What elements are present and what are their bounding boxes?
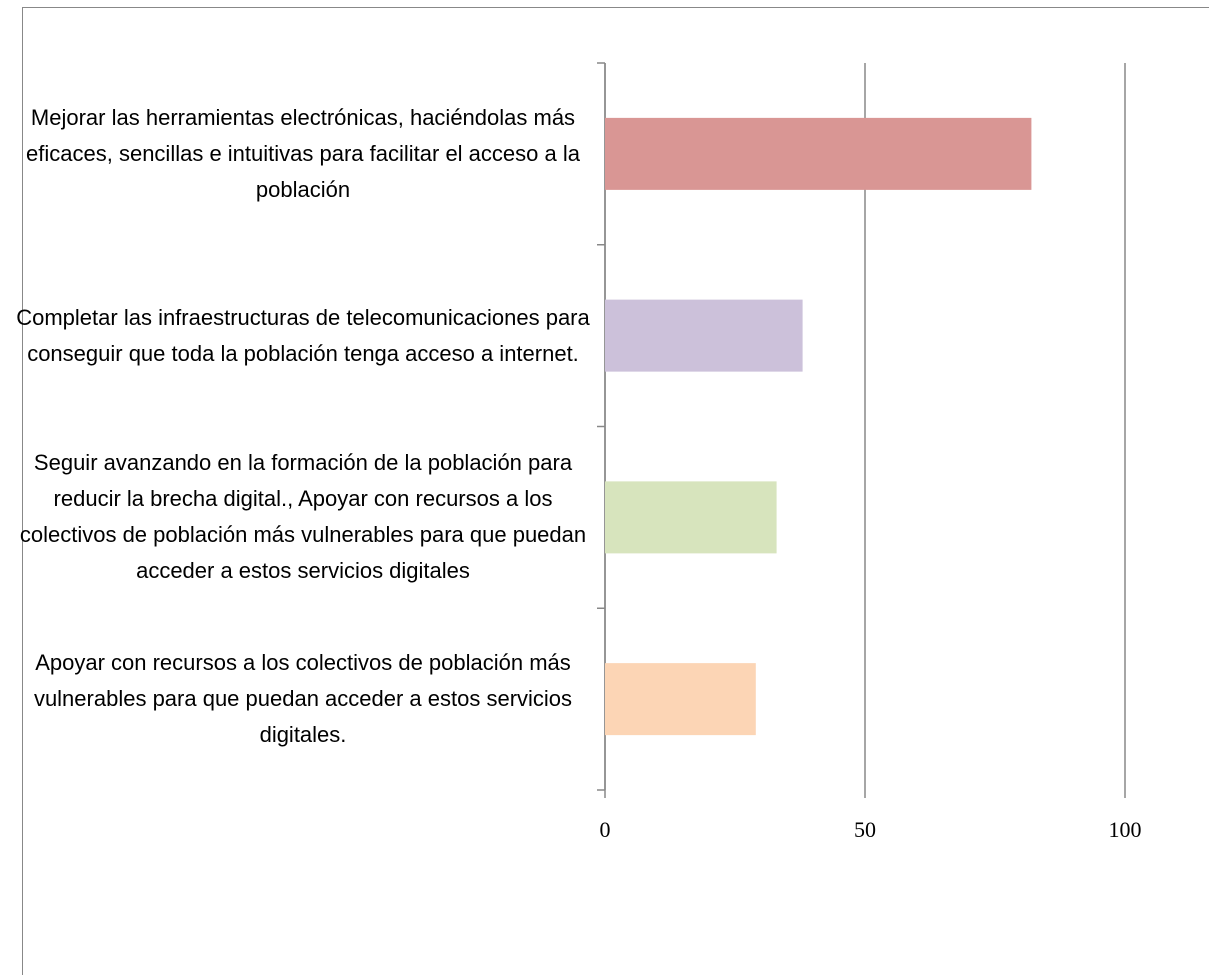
x-tick-label: 100 <box>1109 817 1142 842</box>
category-label: Seguir avanzando en la formación de la p… <box>19 450 587 584</box>
category-label: Apoyar con recursos a los colectivos de … <box>33 650 573 748</box>
x-tick-label: 0 <box>600 817 611 842</box>
x-tick-label: 50 <box>854 817 876 842</box>
category-label: Mejorar las herramientas electrónicas, h… <box>26 104 580 202</box>
frame-border <box>22 7 1209 975</box>
bar <box>605 299 803 372</box>
bar <box>605 663 756 736</box>
bar <box>605 481 777 554</box>
category-label: Completar las infraestructuras de teleco… <box>16 304 590 366</box>
bar <box>605 117 1032 190</box>
